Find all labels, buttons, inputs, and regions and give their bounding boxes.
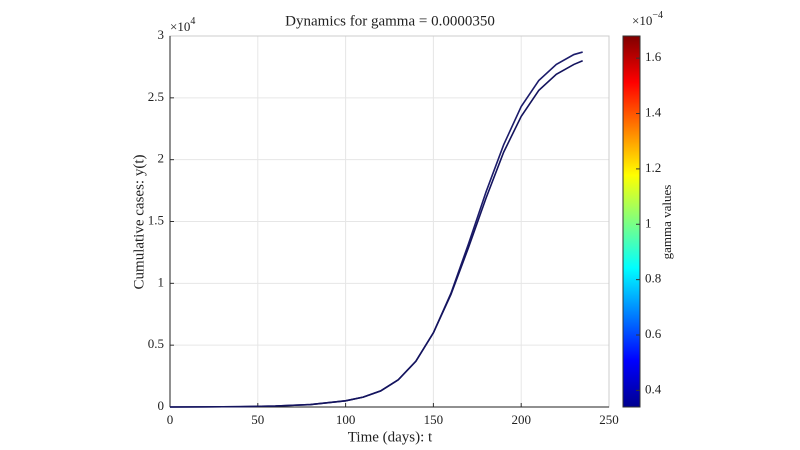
y-exponent-base: ×10 bbox=[170, 19, 190, 34]
x-tick-label: 50 bbox=[251, 412, 264, 427]
x-tick-label: 200 bbox=[511, 412, 531, 427]
x-tick-label: 250 bbox=[599, 412, 619, 427]
y-exponent-power: 4 bbox=[190, 16, 195, 27]
colorbar-tick-label: 1.2 bbox=[645, 160, 661, 175]
y-exponent: ×104 bbox=[170, 16, 195, 34]
colorbar-tick-label: 0.4 bbox=[645, 381, 662, 396]
chart-title: Dynamics for gamma = 0.0000350 bbox=[285, 13, 495, 29]
colorbar bbox=[622, 35, 641, 408]
colorbar-tick-label: 1.4 bbox=[645, 105, 662, 120]
colorbar-tick-label: 1.6 bbox=[645, 49, 662, 64]
colorbar-exponent-base: ×10 bbox=[632, 13, 652, 28]
x-tick-label: 0 bbox=[167, 412, 174, 427]
y-tick-label: 0.5 bbox=[148, 336, 164, 351]
colorbar-label: gamma values bbox=[659, 185, 674, 260]
colorbar-tick-label: 1 bbox=[645, 215, 652, 230]
colorbar-tick-label: 0.6 bbox=[645, 326, 662, 341]
y-tick-label: 3 bbox=[158, 27, 165, 42]
x-axis-label: Time (days): t bbox=[348, 429, 433, 445]
x-tick-label: 150 bbox=[424, 412, 444, 427]
y-tick-label: 2 bbox=[158, 151, 165, 166]
y-tick-label: 1 bbox=[158, 274, 165, 289]
y-tick-label: 2.5 bbox=[148, 89, 164, 104]
plot-area: 0 50 100 150 200 250 0 0.5 1 1.5 2 2.5 3 bbox=[148, 27, 619, 427]
y-axis-label: Cumulative cases: y(t) bbox=[131, 155, 147, 290]
y-tick-label: 1.5 bbox=[148, 212, 164, 227]
colorbar-tick-label: 0.8 bbox=[645, 271, 661, 286]
colorbar-exponent: ×10−4 bbox=[632, 10, 663, 28]
x-tick-label: 100 bbox=[336, 412, 356, 427]
colorbar-exponent-power: −4 bbox=[652, 10, 663, 21]
series-line bbox=[169, 59, 583, 408]
y-tick-label: 0 bbox=[158, 398, 165, 413]
